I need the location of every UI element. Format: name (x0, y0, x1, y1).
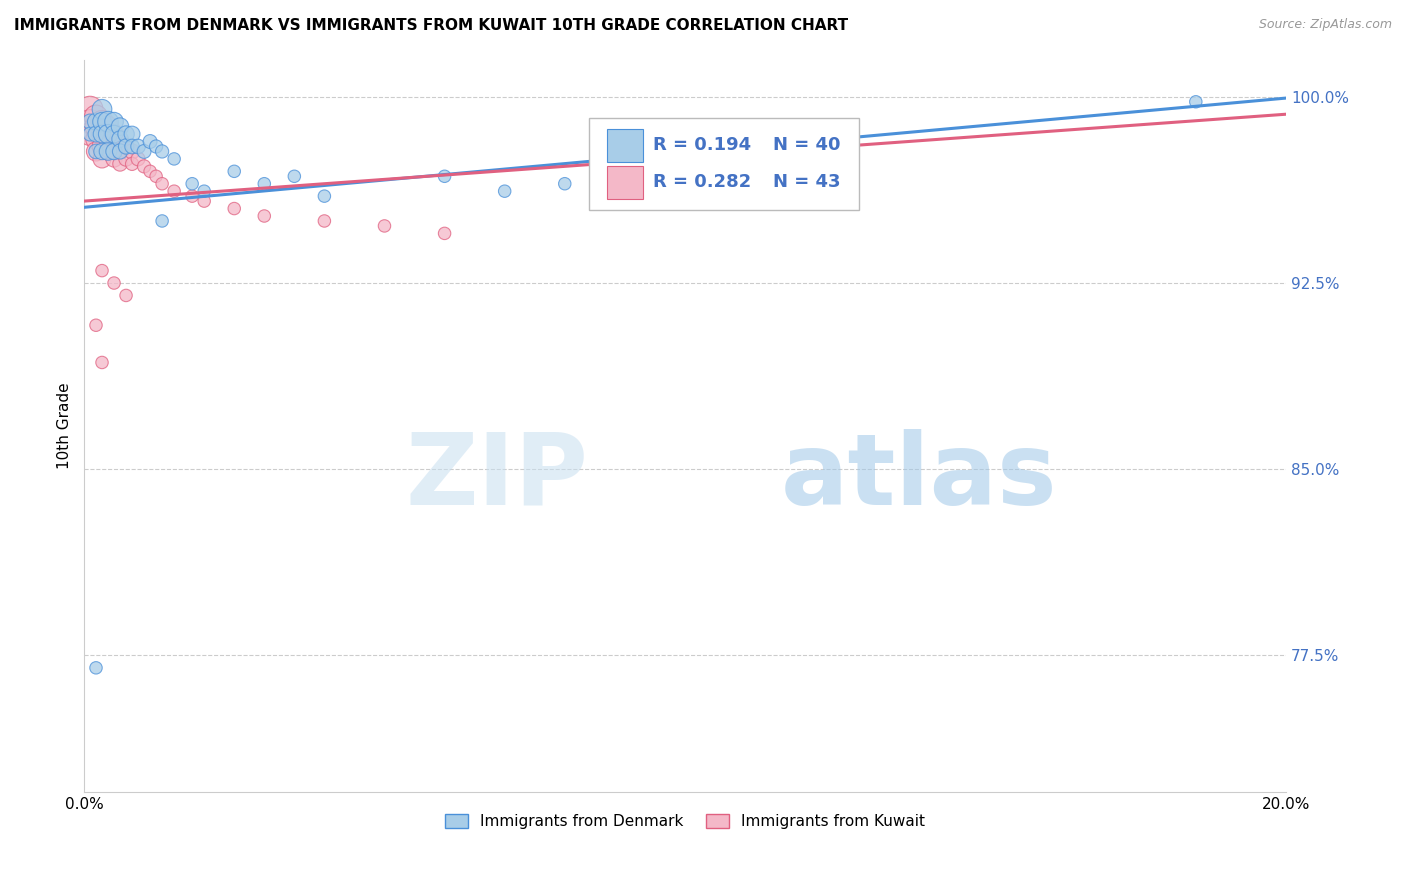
Point (79, 127, 101, 141)
Point (91, 114, 114, 128)
Point (193, 194, 215, 208)
Point (132, 145, 155, 159)
Point (108, 132, 131, 146)
Point (224, 202, 246, 216)
Point (91, 114, 114, 128)
Point (127, 152, 149, 166)
Text: ZIP: ZIP (406, 428, 589, 525)
Bar (607, 167, 643, 199)
Point (121, 139, 143, 153)
Point (193, 184, 215, 198)
Point (127, 139, 149, 153)
Point (108, 145, 131, 159)
Point (103, 276, 125, 290)
Point (150, 177, 173, 191)
Point (108, 145, 131, 159)
Point (91, 139, 114, 153)
Point (433, 227, 456, 241)
Point (97, 145, 120, 159)
Text: R = 0.282: R = 0.282 (652, 173, 751, 192)
Point (91, 127, 114, 141)
Point (150, 214, 173, 228)
Point (79, 127, 101, 141)
Point (253, 177, 276, 191)
Point (91, 102, 114, 116)
Point (121, 127, 143, 141)
Point (97, 145, 120, 159)
Point (84, 132, 107, 146)
Point (181, 177, 204, 191)
Point (84, 114, 107, 128)
Point (84, 318, 107, 333)
Point (108, 157, 131, 171)
Point (97, 132, 120, 146)
Point (145, 169, 167, 184)
Text: R = 0.194: R = 0.194 (652, 136, 751, 154)
Point (115, 288, 138, 302)
Point (84, 120, 107, 134)
Point (79, 114, 101, 128)
Point (115, 152, 138, 166)
Text: N = 40: N = 40 (773, 136, 841, 154)
Point (103, 114, 125, 128)
Point (163, 184, 186, 198)
Point (139, 135, 162, 149)
Point (253, 209, 276, 223)
Point (121, 157, 143, 171)
FancyBboxPatch shape (589, 118, 859, 210)
Point (373, 219, 395, 233)
Y-axis label: 10th Grade: 10th Grade (58, 383, 72, 469)
Point (121, 145, 143, 159)
Point (103, 127, 125, 141)
Text: atlas: atlas (782, 428, 1057, 525)
Point (283, 169, 305, 184)
Point (91, 127, 114, 141)
Point (103, 139, 125, 153)
Point (108, 120, 131, 134)
Point (97, 114, 120, 128)
Point (554, 177, 576, 191)
Text: Source: ZipAtlas.com: Source: ZipAtlas.com (1258, 18, 1392, 31)
Point (1185, 95, 1208, 109)
Legend: Immigrants from Denmark, Immigrants from Kuwait: Immigrants from Denmark, Immigrants from… (439, 808, 931, 836)
Point (115, 127, 138, 141)
Point (314, 189, 336, 203)
Point (224, 164, 246, 178)
Point (91, 152, 114, 166)
Point (103, 145, 125, 159)
Point (433, 169, 456, 184)
Point (91, 263, 114, 277)
Point (145, 139, 167, 153)
Point (115, 139, 138, 153)
Point (139, 164, 162, 178)
Point (79, 102, 101, 116)
Point (181, 189, 204, 203)
Point (91, 145, 114, 159)
Point (97, 145, 120, 159)
Text: IMMIGRANTS FROM DENMARK VS IMMIGRANTS FROM KUWAIT 10TH GRADE CORRELATION CHART: IMMIGRANTS FROM DENMARK VS IMMIGRANTS FR… (14, 18, 848, 33)
Point (108, 135, 131, 149)
Point (84, 110, 107, 124)
Point (97, 127, 120, 141)
Point (91, 355, 114, 369)
Point (494, 184, 516, 198)
Point (84, 145, 107, 159)
Point (97, 120, 120, 134)
Point (84, 661, 107, 675)
Bar (607, 129, 643, 161)
Point (84, 127, 107, 141)
Point (103, 127, 125, 141)
Point (314, 214, 336, 228)
Point (79, 114, 101, 128)
Point (115, 139, 138, 153)
Point (163, 152, 186, 166)
Point (84, 145, 107, 159)
Point (103, 152, 125, 166)
Point (132, 159, 155, 173)
Text: N = 43: N = 43 (773, 173, 841, 192)
Point (150, 145, 173, 159)
